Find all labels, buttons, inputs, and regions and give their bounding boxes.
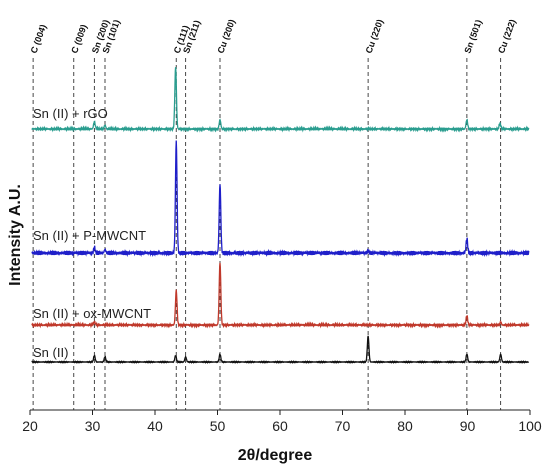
ref-label: C (004) [29,23,49,55]
x-tick-label: 40 [147,418,163,434]
series-label: Sn (II) + ox-MWCNT [33,306,151,321]
x-axis-title: 2θ/degree [238,447,313,464]
series-label: Sn (II) + rGO [33,106,108,121]
ref-label: C (009) [69,23,89,55]
ref-label: Cu (222) [496,18,518,55]
x-tick-label: 100 [518,418,542,434]
x-tick-label: 20 [22,418,38,434]
series-line [31,262,530,329]
x-tick-label: 60 [272,418,288,434]
series-line [31,335,530,365]
axes: 20 30 40 50 60 70 80 90 100 [22,409,542,434]
x-tick-label: 50 [210,418,226,434]
series-line [31,140,530,258]
series-line [31,67,530,133]
x-tick-label: 70 [335,418,351,434]
ref-label: Cu (220) [364,18,386,55]
series-label: Sn (II) + P-MWCNT [33,228,146,243]
x-tick-label: 90 [460,418,476,434]
ref-label: Sn (501) [462,18,483,54]
y-axis-title: Intensity A.U. [7,184,24,286]
x-tick-label: 30 [85,418,101,434]
ref-label: Cu (200) [215,18,237,55]
series-group: Sn (II) + rGO Sn (II) + P-MWCNT Sn (II) + … [31,67,530,365]
reference-lines: C (004) C (009) Sn (200)Sn (101) C (111)Sn … [29,18,518,410]
x-tick-label: 80 [397,418,413,434]
series-label: Sn (II) [33,345,68,360]
